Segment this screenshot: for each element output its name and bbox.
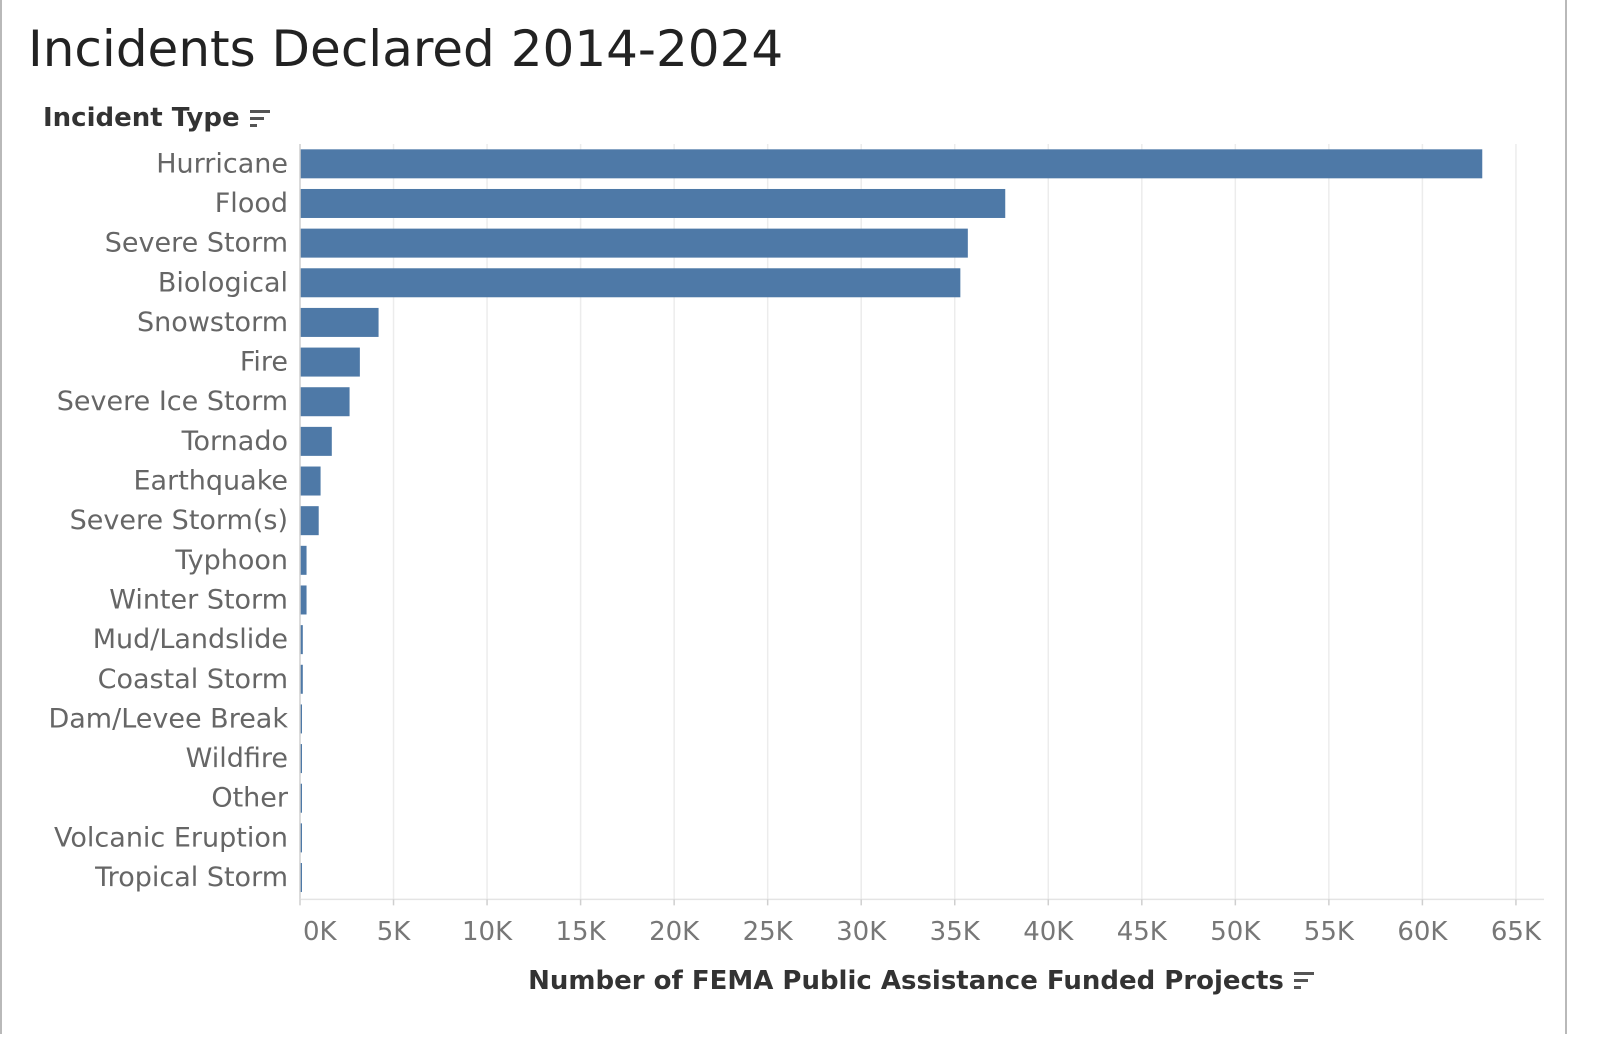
chart-frame (0, 0, 1567, 1034)
category-label: Wildfire (186, 743, 288, 774)
x-tick-label: 0K (303, 917, 338, 947)
bar[interactable] (300, 228, 968, 258)
x-tick-label: 65K (1491, 917, 1542, 947)
bar[interactable] (300, 268, 961, 298)
category-label: Severe Storm (105, 228, 288, 259)
category-label: Coastal Storm (98, 664, 288, 695)
category-label: Severe Storm(s) (70, 505, 288, 536)
x-tick-label: 40K (1023, 917, 1074, 947)
category-label: Flood (215, 188, 288, 219)
category-label: Dam/Levee Break (48, 703, 288, 734)
bar[interactable] (300, 823, 302, 853)
bar[interactable] (300, 307, 379, 337)
x-tick-label: 25K (743, 917, 794, 947)
category-label: Snowstorm (137, 307, 288, 338)
x-tick-label: 5K (377, 917, 412, 947)
x-tick-label: 45K (1117, 917, 1168, 947)
category-label: Hurricane (156, 148, 288, 179)
bar[interactable] (300, 426, 332, 456)
category-label: Severe Ice Storm (57, 386, 288, 417)
x-axis-header[interactable]: Number of FEMA Public Assistance Funded … (300, 966, 1544, 996)
chart-title: Incidents Declared 2014-2024 (28, 20, 784, 78)
bar[interactable] (300, 744, 302, 774)
bar[interactable] (300, 545, 307, 575)
bar[interactable] (300, 347, 360, 377)
category-label: Tropical Storm (94, 862, 288, 893)
x-tick-label: 60K (1397, 917, 1448, 947)
category-label: Earthquake (134, 466, 289, 497)
bar[interactable] (300, 863, 302, 893)
x-tick-label: 35K (930, 917, 981, 947)
x-tick-label: 55K (1304, 917, 1355, 947)
category-label: Mud/Landslide (93, 624, 288, 655)
bar[interactable] (300, 387, 350, 417)
bar[interactable] (300, 188, 1006, 218)
x-tick-label: 20K (649, 917, 700, 947)
category-label: Winter Storm (109, 584, 288, 615)
category-label: Biological (158, 267, 288, 298)
bar[interactable] (300, 704, 302, 734)
category-label: Tornado (181, 426, 288, 457)
bar[interactable] (300, 585, 307, 615)
category-label: Fire (240, 347, 288, 378)
x-axis-label: Number of FEMA Public Assistance Funded … (528, 966, 1284, 996)
bar[interactable] (300, 664, 303, 694)
sort-descending-icon[interactable] (1293, 971, 1316, 991)
bar-chart: Hurricane Flood Severe Storm Biological Snow… (48, 144, 1544, 947)
x-tick-label: 15K (556, 917, 607, 947)
category-label: Other (211, 783, 289, 814)
category-label: Typhoon (174, 545, 288, 576)
bar[interactable] (300, 506, 319, 536)
x-tick-label: 10K (462, 917, 513, 947)
sort-descending-icon[interactable] (249, 108, 272, 128)
bar[interactable] (300, 466, 321, 496)
x-tick-label: 30K (836, 917, 887, 947)
bar[interactable] (300, 783, 302, 813)
x-tick-label: 50K (1210, 917, 1261, 947)
category-label: Volcanic Eruption (54, 822, 288, 853)
y-axis-label: Incident Type (43, 103, 240, 133)
bar[interactable] (300, 149, 1483, 179)
incident-type-header[interactable]: Incident Type (43, 103, 272, 133)
bar[interactable] (300, 625, 303, 655)
